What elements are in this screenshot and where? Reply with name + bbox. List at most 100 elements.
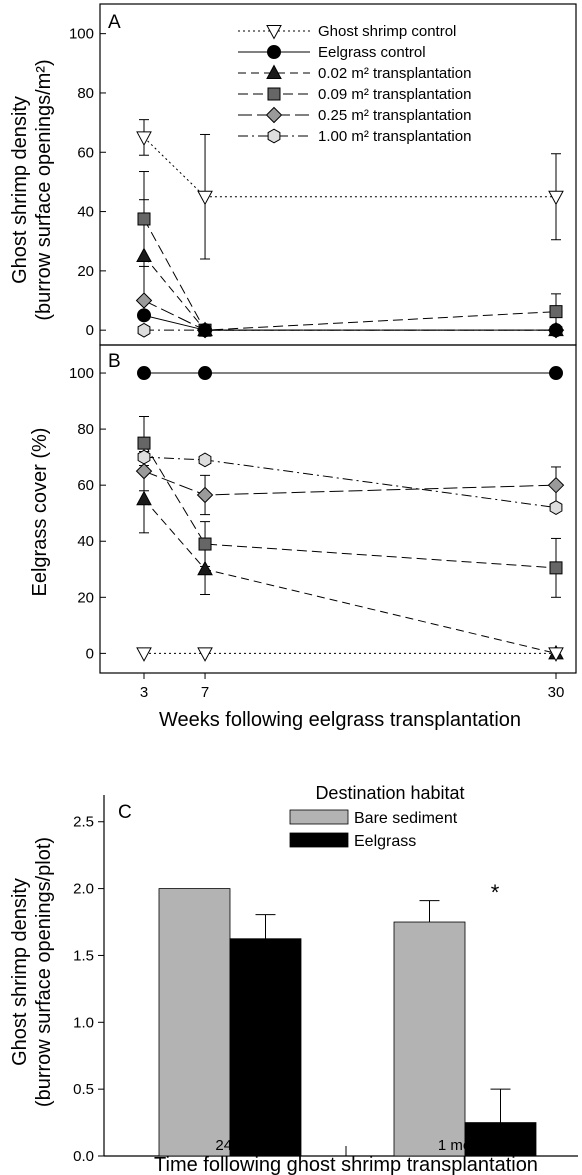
data-point xyxy=(136,647,152,662)
data-point xyxy=(198,452,212,468)
data-point xyxy=(549,500,563,515)
legend-swatch-eelgrass xyxy=(289,832,349,848)
x-tick-label: 30 xyxy=(548,684,565,701)
panel-c-legend-title: Destination habitat xyxy=(315,783,464,803)
panel-b: B Eelgrass cover (%) 0 20 40 60 80 100 3 7 30 W… xyxy=(29,344,577,731)
significance-asterisk: * xyxy=(491,880,500,905)
data-point xyxy=(548,190,564,206)
panel-c-bars xyxy=(158,888,537,1157)
legend-entry-ghost-shrimp-control: Ghost shrimp control xyxy=(238,23,456,40)
legend-label: Eelgrass control xyxy=(318,44,426,61)
x-tick-label: 7 xyxy=(201,684,209,701)
legend-swatch-bare-sediment xyxy=(289,809,349,825)
series-line xyxy=(143,442,557,569)
data-point xyxy=(137,436,151,450)
panel-a: A Ghost shrimp density (burrow surface o… xyxy=(9,3,577,346)
panel-c-legend: Destination habitat Bare sediment Eelgra… xyxy=(289,783,465,850)
y-tick-label: 0 xyxy=(86,645,94,662)
panel-c: C Ghost shrimp density (burrow surface o… xyxy=(9,783,578,1175)
legend-marker xyxy=(267,45,281,59)
bar xyxy=(229,938,302,1157)
legend-label: Ghost shrimp control xyxy=(318,23,456,40)
data-point xyxy=(136,131,152,146)
data-point xyxy=(137,449,151,465)
y-tick-label: 20 xyxy=(77,263,94,280)
data-point xyxy=(137,308,151,323)
legend-marker xyxy=(267,87,281,101)
data-point xyxy=(136,247,152,263)
panel-c-letter: C xyxy=(118,802,132,823)
y-tick-label: 80 xyxy=(77,85,94,102)
data-point xyxy=(549,561,563,575)
y-tick-label: 40 xyxy=(77,533,94,550)
panel-b-ylabel: Eelgrass cover (%) xyxy=(29,428,51,597)
x-tick-label: 3 xyxy=(140,684,148,701)
data-point xyxy=(136,490,152,506)
legend-marker xyxy=(267,128,281,144)
legend-entry-0-02-transplantation: 0.02 m² transplantation xyxy=(238,64,471,82)
data-point xyxy=(135,292,153,309)
panel-a-ylabel-line2: (burrow surface openings/m²) xyxy=(33,59,55,320)
data-point xyxy=(547,476,565,494)
legend-entry-eelgrass-control: Eelgrass control xyxy=(238,44,426,61)
series-line xyxy=(143,255,556,331)
legend-marker xyxy=(265,106,283,124)
y-tick-label: 1.5 xyxy=(73,947,94,964)
panel-a-y-ticks: 0 20 40 60 80 100 xyxy=(69,26,106,339)
y-tick-label: 0 xyxy=(86,322,94,339)
data-point xyxy=(196,486,214,504)
y-tick-label: 20 xyxy=(77,589,94,606)
legend-label: 0.09 m² transplantation xyxy=(318,86,471,103)
panel-a-series-lines xyxy=(143,137,557,331)
data-point xyxy=(137,322,151,338)
legend-entry-1-00-transplantation: 1.00 m² transplantation xyxy=(238,128,471,145)
data-point xyxy=(197,647,213,662)
series-line xyxy=(143,137,556,198)
y-tick-label: 1.0 xyxy=(73,1014,94,1031)
legend-label: 0.25 m² transplantation xyxy=(318,107,471,124)
panel-a-legend: Ghost shrimp control Eelgrass control 0.… xyxy=(238,23,471,145)
y-tick-label: 100 xyxy=(69,26,94,43)
panel-b-series-lines xyxy=(143,372,557,654)
legend-entry-0-25-transplantation: 0.25 m² transplantation xyxy=(238,106,471,124)
y-tick-label: 40 xyxy=(77,204,94,221)
data-point xyxy=(137,366,151,381)
panel-a-ylabel-line1: Ghost shrimp density xyxy=(9,96,31,284)
legend-label: 0.02 m² transplantation xyxy=(318,65,471,82)
y-tick-label: 0.5 xyxy=(73,1081,94,1098)
y-tick-label: 60 xyxy=(77,477,94,494)
panel-c-xlabel: Time following ghost shrimp transplantat… xyxy=(154,1154,538,1175)
bar xyxy=(393,921,466,1157)
data-point xyxy=(549,323,563,338)
panel-b-letter: B xyxy=(108,351,121,372)
series-line xyxy=(143,498,557,654)
x-tick-label: 24 h xyxy=(215,1137,244,1154)
legend-marker xyxy=(266,64,282,79)
legend-entry-0-09-transplantation: 0.09 m² transplantation xyxy=(238,86,471,103)
legend-label: 1.00 m² transplantation xyxy=(318,128,471,145)
legend-label-bare-sediment: Bare sediment xyxy=(354,810,458,827)
panel-a-letter: A xyxy=(108,12,121,33)
legend-label-eelgrass: Eelgrass xyxy=(354,833,416,850)
bar xyxy=(464,1122,537,1157)
data-point xyxy=(198,537,212,551)
panel-c-x-ticks: 24 h 1 month xyxy=(215,1137,492,1156)
data-point xyxy=(198,366,213,381)
y-tick-label: 0.0 xyxy=(73,1148,94,1165)
y-tick-label: 2.5 xyxy=(73,814,94,831)
data-point xyxy=(137,212,151,226)
panel-c-ylabel-line1: Ghost shrimp density xyxy=(9,878,31,1066)
panel-a-points xyxy=(135,131,565,339)
legend-marker xyxy=(266,25,282,40)
data-point xyxy=(198,323,213,338)
y-tick-label: 2.0 xyxy=(73,881,94,898)
data-point xyxy=(197,190,213,206)
panel-b-xlabel: Weeks following eelgrass transplantation xyxy=(159,709,521,731)
panel-a-error-bars xyxy=(139,119,561,330)
panel-c-y-ticks: 0.0 0.5 1.0 1.5 2.0 2.5 xyxy=(73,814,104,1165)
panel-b-frame xyxy=(99,344,577,674)
y-tick-label: 80 xyxy=(77,421,94,438)
panel-b-y-ticks: 0 20 40 60 80 100 xyxy=(69,365,106,662)
series-line xyxy=(143,218,557,331)
